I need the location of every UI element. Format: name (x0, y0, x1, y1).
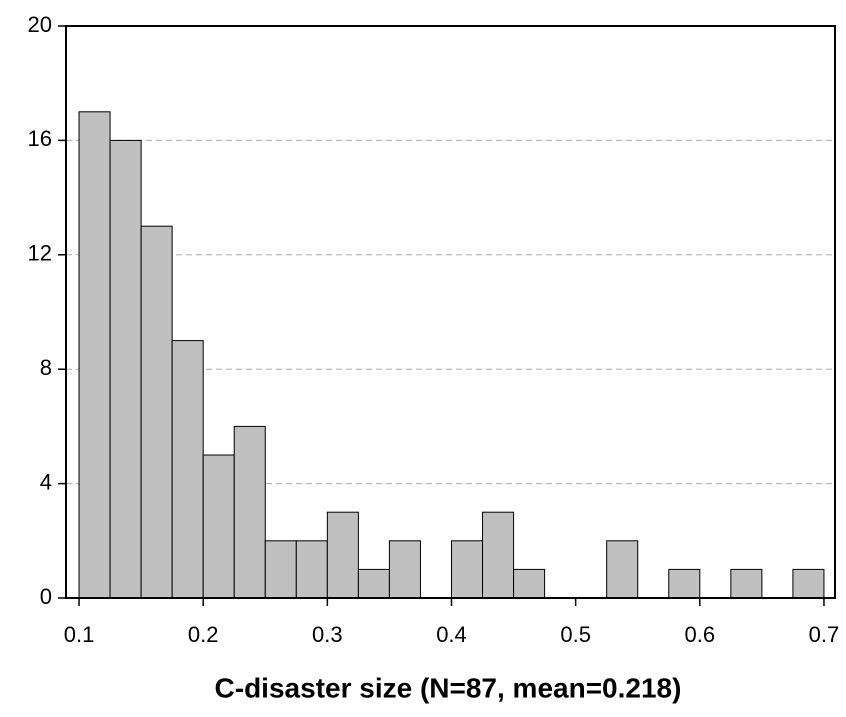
plot-frame (65, 25, 836, 599)
bar (326, 511, 359, 599)
bar (482, 511, 515, 599)
x-tick-label: 0.4 (436, 622, 467, 647)
x-axis-label: C-disaster size (N=87, mean=0.218) (215, 672, 682, 703)
bar (264, 540, 297, 599)
x-tick-label: 0.6 (685, 622, 716, 647)
bar (171, 340, 204, 599)
x-tick-label: 0.7 (809, 622, 840, 647)
x-tick-label: 0.2 (188, 622, 219, 647)
y-tick-label: 12 (28, 241, 52, 266)
x-tick-label: 0.5 (560, 622, 591, 647)
bar (78, 111, 111, 599)
bar (792, 568, 825, 599)
bar (109, 139, 142, 599)
bar (140, 225, 173, 599)
y-tick-label: 20 (28, 12, 52, 37)
bar (450, 540, 484, 599)
bar (295, 540, 328, 599)
bar (357, 568, 390, 599)
y-tick-label: 16 (28, 126, 52, 151)
bar (233, 425, 266, 599)
bar (202, 454, 235, 599)
x-tick-label: 0.1 (64, 622, 95, 647)
bar (606, 540, 639, 599)
bar (668, 568, 701, 599)
x-tick-label: 0.3 (312, 622, 343, 647)
bar (388, 540, 421, 599)
y-tick-label: 4 (40, 469, 52, 494)
y-tick-label: 8 (40, 355, 52, 380)
y-tick-label: 0 (40, 584, 52, 609)
bar (513, 568, 546, 599)
bar (730, 568, 763, 599)
